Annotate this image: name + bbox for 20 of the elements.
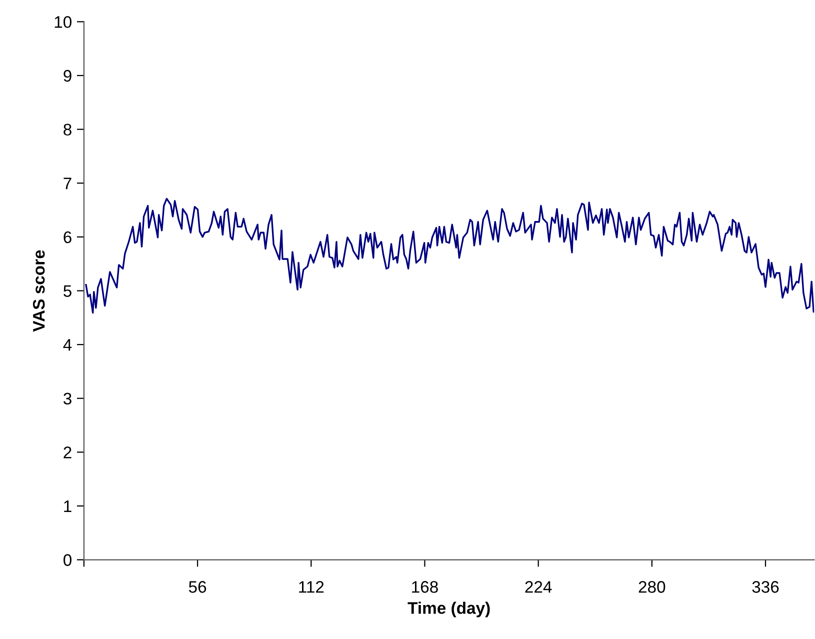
y-tick-label: 6 xyxy=(64,231,72,244)
y-tick-label: 4 xyxy=(63,339,72,351)
x-tick-label: 336 xyxy=(752,581,779,593)
y-tick-label: 0 xyxy=(64,554,72,566)
x-tick-label: 56 xyxy=(188,581,206,593)
y-tick-label: 8 xyxy=(64,124,72,136)
y-tick-label: 5 xyxy=(64,285,72,297)
y-tick-label: 2 xyxy=(64,446,72,458)
y-tick-label: 9 xyxy=(64,70,72,82)
x-tick-label: 112 xyxy=(299,581,324,593)
y-axis-title: VAS score xyxy=(32,250,45,332)
y-tick-label: 1 xyxy=(64,500,72,512)
x-tick-label: 280 xyxy=(638,581,666,593)
y-tick-label: 10 xyxy=(54,16,72,28)
x-tick-label: 224 xyxy=(525,581,552,593)
y-tick-label: 7 xyxy=(64,178,72,190)
x-axis-title: Time (day) xyxy=(408,602,490,618)
y-tick-label: 3 xyxy=(64,392,72,405)
line-series xyxy=(85,198,814,314)
x-tick-label: 168 xyxy=(412,581,438,593)
